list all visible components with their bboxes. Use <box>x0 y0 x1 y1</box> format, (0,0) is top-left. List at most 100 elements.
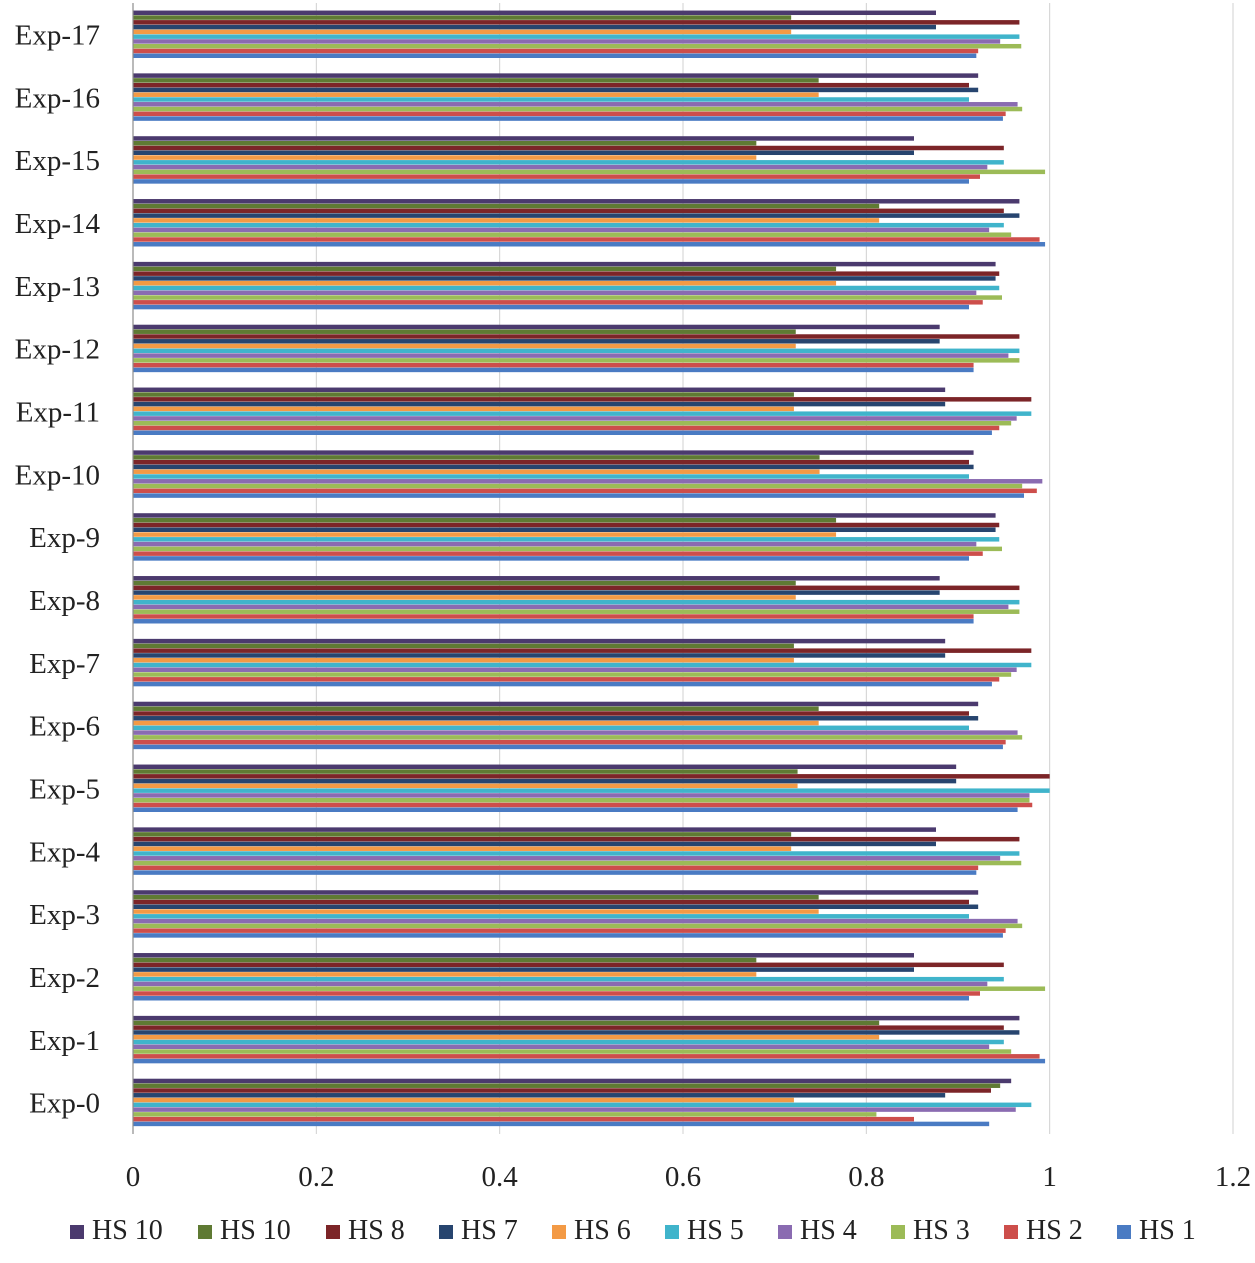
bar-exp-7-series-5 <box>133 662 1032 668</box>
bar-exp-3-series-5 <box>133 914 969 919</box>
category-label: Exp-10 <box>15 459 100 491</box>
bar-exp-6-series-3 <box>133 716 979 721</box>
bar-exp-1-series-3 <box>133 1030 1020 1035</box>
bar-exp-12-series-7 <box>133 358 1020 363</box>
bar-exp-0-series-8 <box>133 1116 914 1122</box>
bar-exp-15-series-4 <box>133 155 757 160</box>
x-tick-label: 0.4 <box>482 1161 519 1193</box>
bar-exp-5-series-6 <box>133 793 1030 798</box>
bar-exp-6-series-8 <box>133 739 1006 745</box>
bar-exp-17-series-6 <box>133 39 1001 44</box>
bar-exp-6-series-5 <box>133 725 969 731</box>
bar-exp-17-series-4 <box>133 29 792 35</box>
bar-exp-10-series-8 <box>133 488 1037 494</box>
category-labels: Exp-0 Exp-1 Exp-2 Exp-3 Exp-4 Exp-5 Exp-6 Exp-7… <box>15 19 101 1119</box>
bar-exp-3-series-2 <box>133 899 969 905</box>
bar-exp-13-series-5 <box>133 285 1000 291</box>
bar-exp-0-series-2 <box>133 1088 991 1093</box>
bar-exp-14-series-8 <box>133 237 1040 242</box>
bar-exp-11-series-4 <box>133 406 794 412</box>
bar-exp-5-series-2 <box>133 774 1050 779</box>
bar-exp-1-series-5 <box>133 1039 1004 1045</box>
bar-exp-4-series-0 <box>133 827 936 832</box>
bar-exp-2-series-2 <box>133 962 1004 968</box>
bar-exp-11-series-2 <box>133 397 1032 402</box>
bar-exp-16-series-0 <box>133 73 979 78</box>
bar-exp-11-series-0 <box>133 387 946 393</box>
legend-swatch <box>1004 1225 1018 1239</box>
bar-exp-17-series-7 <box>133 43 1022 49</box>
category-label: Exp-17 <box>15 19 100 51</box>
bar-exp-9-series-5 <box>133 537 1000 542</box>
category-label: Exp-15 <box>15 145 100 177</box>
bar-exp-13-series-2 <box>133 271 1000 276</box>
x-tick-label: 0.8 <box>848 1161 884 1193</box>
bar-exp-9-series-6 <box>133 541 977 547</box>
bar-exp-16-series-3 <box>133 87 979 93</box>
bar-exp-1-series-4 <box>133 1034 880 1040</box>
legend-swatch <box>552 1225 566 1239</box>
bar-exp-17-series-1 <box>133 15 792 20</box>
bar-exp-1-series-6 <box>133 1044 990 1050</box>
category-label: Exp-11 <box>16 396 100 428</box>
legend-swatch <box>198 1225 212 1239</box>
legend-label: HS 7 <box>461 1215 518 1246</box>
bar-exp-7-series-2 <box>133 648 1032 653</box>
bar-exp-6-series-9 <box>133 744 1003 750</box>
legend-label: HS 10 <box>92 1215 163 1246</box>
bar-exp-6-series-0 <box>133 701 979 707</box>
bar-exp-9-series-7 <box>133 546 1002 552</box>
category-label: Exp-8 <box>29 585 100 617</box>
bar-exp-11-series-8 <box>133 425 1000 431</box>
bar-exp-12-series-5 <box>133 348 1020 354</box>
bar-exp-11-series-1 <box>133 392 794 397</box>
bar-exp-4-series-4 <box>133 846 792 851</box>
x-tick-labels: 0 0.2 0.4 0.6 0.8 1 1.2 <box>126 1161 1251 1193</box>
bar-exp-9-series-4 <box>133 532 837 537</box>
bar-exp-2-series-7 <box>133 986 1046 991</box>
bar-exp-7-series-9 <box>133 681 992 687</box>
bar-exp-13-series-0 <box>133 261 996 267</box>
bar-exp-6-series-1 <box>133 706 819 711</box>
bar-exp-5-series-0 <box>133 764 957 770</box>
bar-exp-7-series-4 <box>133 657 794 663</box>
bar-exp-16-series-9 <box>133 116 1003 121</box>
legend-label: HS 2 <box>1026 1215 1083 1246</box>
category-label: Exp-13 <box>15 271 100 303</box>
bar-exp-8-series-4 <box>133 595 796 600</box>
legend-swatch <box>891 1225 905 1239</box>
legend-swatch <box>326 1225 340 1239</box>
bar-exp-8-series-2 <box>133 585 1020 591</box>
bar-exp-14-series-3 <box>133 213 1020 218</box>
bar-exp-14-series-5 <box>133 222 1004 228</box>
bar-exp-15-series-7 <box>133 169 1046 175</box>
category-label: Exp-1 <box>29 1025 100 1057</box>
bar-exp-2-series-0 <box>133 953 914 958</box>
bar-exp-7-series-0 <box>133 638 946 644</box>
bar-exp-9-series-2 <box>133 522 1000 528</box>
bar-exp-1-series-8 <box>133 1054 1040 1059</box>
x-tick-label: 0 <box>126 1161 141 1193</box>
x-tick-label: 0.2 <box>298 1161 334 1193</box>
bar-exp-3-series-4 <box>133 909 819 914</box>
bar-exp-17-series-9 <box>133 53 977 58</box>
bar-exp-12-series-9 <box>133 367 974 373</box>
bar-exp-16-series-4 <box>133 92 819 97</box>
bar-exp-5-series-7 <box>133 797 1030 803</box>
bar-exp-14-series-7 <box>133 232 1012 237</box>
bar-exp-14-series-2 <box>133 208 1004 214</box>
bar-exp-5-series-5 <box>133 788 1050 793</box>
x-tick-label: 1.2 <box>1215 1161 1251 1193</box>
bar-exp-5-series-9 <box>133 807 1018 812</box>
category-label: Exp-4 <box>29 836 100 868</box>
bar-exp-15-series-6 <box>133 164 988 170</box>
gridlines <box>315 3 1234 1134</box>
bar-exp-8-series-8 <box>133 614 974 619</box>
bar-exp-13-series-1 <box>133 266 837 272</box>
bar-exp-11-series-5 <box>133 411 1032 416</box>
bar-exp-6-series-7 <box>133 735 1023 740</box>
bar-exp-16-series-7 <box>133 106 1023 112</box>
bar-exp-7-series-1 <box>133 643 794 649</box>
bar-exp-10-series-2 <box>133 459 969 465</box>
bar-exp-2-series-4 <box>133 972 757 977</box>
